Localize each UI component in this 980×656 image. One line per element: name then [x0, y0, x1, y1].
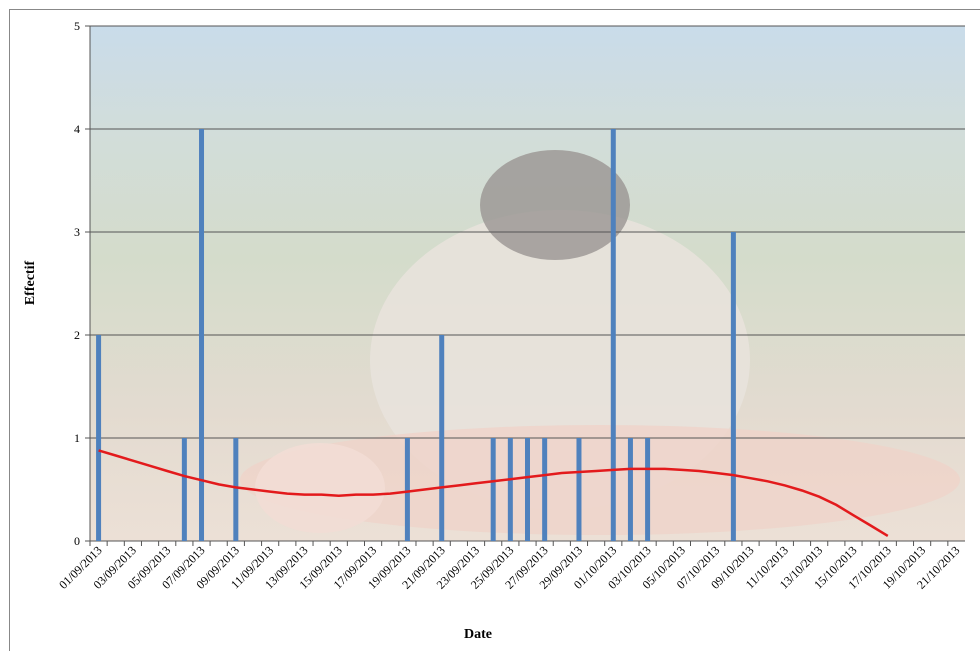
bar	[627, 438, 633, 541]
y-tick-label: 3	[74, 225, 80, 239]
bar	[542, 438, 548, 541]
bar	[645, 438, 651, 541]
bar	[507, 438, 513, 541]
bar	[490, 438, 496, 541]
bar	[233, 438, 239, 541]
bar	[610, 129, 616, 541]
y-tick-label: 2	[74, 328, 80, 342]
x-axis-title: Date	[464, 627, 492, 642]
bar	[181, 438, 187, 541]
bar	[576, 438, 582, 541]
y-tick-label: 5	[74, 19, 80, 33]
y-tick-label: 1	[74, 431, 80, 445]
bar	[730, 232, 736, 541]
bar	[199, 129, 205, 541]
y-tick-label: 4	[74, 122, 80, 136]
trend-line	[98, 449, 889, 537]
bar	[96, 335, 102, 541]
bar	[439, 335, 445, 541]
y-axis-title: Effectif	[23, 261, 38, 306]
bar	[525, 438, 530, 541]
bar	[404, 438, 410, 541]
y-tick-label: 0	[74, 534, 80, 548]
